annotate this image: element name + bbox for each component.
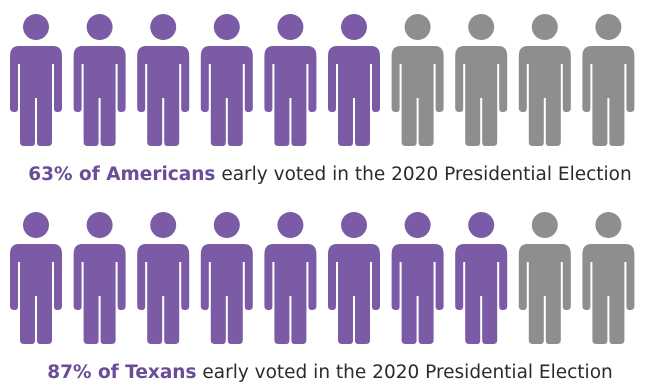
person-icon-filled (264, 212, 317, 344)
caption-texans: 87% of Texans early voted in the 2020 Pr… (0, 362, 660, 383)
person-icon-filled (137, 212, 190, 344)
person-icon-filled (10, 14, 62, 146)
person-icon-filled (73, 212, 126, 344)
person-icon-empty (582, 14, 635, 146)
caption-texans-text: early voted in the 2020 Presidential Ele… (196, 362, 613, 383)
pictograph-row-americans (10, 14, 635, 146)
person-icon-filled (10, 212, 62, 344)
person-icon-empty (582, 212, 635, 344)
person-icon-empty (518, 212, 571, 344)
person-icon-empty (518, 14, 571, 146)
caption-americans: 63% of Americans early voted in the 2020… (0, 164, 660, 185)
person-icon-filled (391, 212, 444, 344)
caption-americans-highlight: 63% of Americans (28, 164, 216, 185)
person-icon-filled (455, 212, 508, 344)
caption-americans-text: early voted in the 2020 Presidential Ele… (215, 164, 632, 185)
person-icon-filled (137, 14, 190, 146)
pictograph-row-texans (10, 212, 635, 344)
person-icon-filled (328, 14, 380, 146)
person-icon-filled (264, 14, 317, 146)
person-icon-empty (391, 14, 444, 146)
person-icon-filled (200, 212, 253, 344)
person-icon-filled (200, 14, 253, 146)
person-icon-filled (73, 14, 126, 146)
person-icon-empty (455, 14, 508, 146)
person-icon-filled (328, 212, 380, 344)
caption-texans-highlight: 87% of Texans (47, 362, 197, 383)
